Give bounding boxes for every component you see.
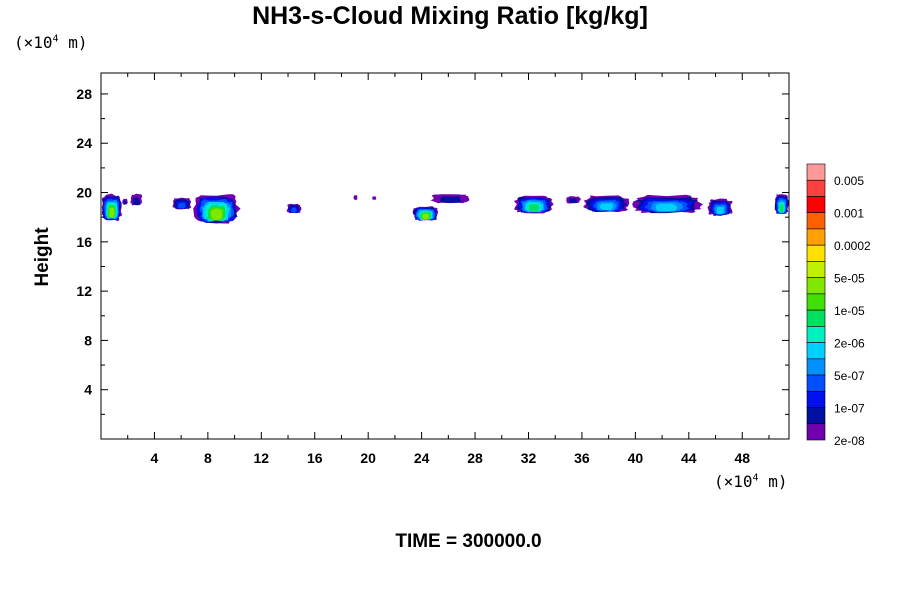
y-axis-unit: (×104 m) bbox=[14, 33, 88, 52]
cloud-field bbox=[101, 193, 789, 224]
x-tick-label: 48 bbox=[734, 450, 750, 466]
colorbar-label: 2e-08 bbox=[834, 434, 865, 448]
y-tick-label: 20 bbox=[76, 185, 92, 201]
cloud-patch bbox=[422, 213, 429, 220]
colorbar-swatch bbox=[806, 228, 826, 246]
colorbar-label: 1e-05 bbox=[834, 304, 865, 318]
x-tick-label: 28 bbox=[467, 450, 483, 466]
colorbar-swatch bbox=[806, 374, 826, 392]
colorbar-swatch bbox=[806, 261, 826, 278]
colorbar-label: 5e-05 bbox=[834, 272, 865, 286]
x-tick-label: 8 bbox=[204, 450, 212, 466]
colorbar-swatch bbox=[806, 244, 826, 262]
colorbar-swatch bbox=[806, 196, 826, 214]
cloud-patch bbox=[372, 196, 377, 200]
y-tick-label: 16 bbox=[76, 234, 92, 250]
colorbar-swatch bbox=[806, 293, 826, 311]
cloud-patch bbox=[178, 202, 186, 209]
colorbar-swatch bbox=[806, 309, 826, 327]
colorbar-label: 0.0002 bbox=[834, 239, 871, 253]
cloud-patch bbox=[133, 197, 140, 206]
x-tick-label: 44 bbox=[681, 450, 697, 466]
cloud-patch bbox=[528, 203, 540, 212]
y-tick-label: 8 bbox=[84, 332, 92, 348]
cloud-patch bbox=[210, 208, 223, 220]
cloud-patch bbox=[353, 195, 358, 200]
colorbar-label: 2e-06 bbox=[834, 337, 865, 351]
colorbar-label: 1e-07 bbox=[834, 402, 865, 416]
colorbar-swatch bbox=[806, 407, 826, 425]
y-tick-label: 4 bbox=[84, 382, 92, 398]
y-axis: 4 8 12 16 20 24 28 bbox=[76, 86, 789, 415]
x-tick-label: 16 bbox=[307, 450, 323, 466]
colorbar-label: 0.005 bbox=[834, 174, 864, 188]
colorbar-swatch bbox=[806, 390, 826, 408]
cloud-patch bbox=[779, 203, 784, 213]
colorbar-label: 0.001 bbox=[834, 207, 864, 221]
y-tick-label: 28 bbox=[76, 86, 92, 102]
y-tick-label: 12 bbox=[76, 283, 92, 299]
x-tick-label: 24 bbox=[414, 450, 430, 466]
cloud-patch bbox=[440, 196, 461, 203]
x-tick-label: 20 bbox=[360, 450, 376, 466]
x-tick-label: 36 bbox=[574, 450, 590, 466]
x-tick-label: 40 bbox=[628, 450, 644, 466]
chart-title: NH3-s-Cloud Mixing Ratio [kg/kg] bbox=[252, 2, 648, 30]
x-axis: 4 8 12 16 20 24 28 32 36 40 44 48 bbox=[127, 73, 770, 466]
cloud-patch bbox=[291, 207, 297, 213]
colorbar-swatch bbox=[806, 277, 826, 295]
colorbar-swatch bbox=[806, 423, 826, 441]
cloud-patch bbox=[599, 203, 614, 211]
colorbar-label: 5e-07 bbox=[834, 369, 865, 383]
cloud-patch bbox=[109, 207, 115, 218]
cloud-patch bbox=[655, 203, 678, 212]
plot-frame bbox=[100, 72, 790, 440]
colorbar-swatch bbox=[806, 326, 826, 343]
x-tick-label: 4 bbox=[151, 450, 159, 466]
colorbar-swatch bbox=[806, 163, 826, 181]
x-axis-unit: (×104 m) bbox=[714, 472, 788, 491]
cloud-patch bbox=[123, 200, 127, 205]
colorbar-swatch bbox=[806, 342, 826, 360]
colorbar: 0.005 0.001 0.0002 5e-05 1e-05 2e-06 5e-07 1e-0… bbox=[806, 163, 871, 448]
y-tick-label: 24 bbox=[76, 135, 92, 151]
time-label: TIME = 300000.0 bbox=[395, 531, 542, 552]
colorbar-swatch bbox=[806, 179, 826, 197]
cloud-patch bbox=[716, 206, 724, 215]
x-tick-label: 32 bbox=[521, 450, 537, 466]
colorbar-swatch bbox=[806, 358, 826, 376]
cloud-patch bbox=[568, 198, 578, 204]
x-tick-label: 12 bbox=[254, 450, 270, 466]
colorbar-swatch bbox=[806, 212, 826, 230]
